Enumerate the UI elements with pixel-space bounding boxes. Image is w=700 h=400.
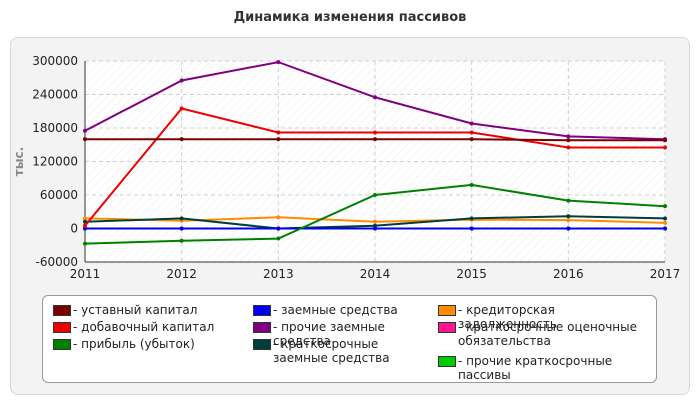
data-point xyxy=(373,223,377,228)
data-point xyxy=(566,218,571,223)
data-point xyxy=(373,226,377,231)
legend-swatch xyxy=(53,305,71,316)
data-point xyxy=(179,137,184,142)
legend-swatch xyxy=(53,339,71,350)
data-point xyxy=(179,216,184,221)
data-point xyxy=(276,226,281,231)
data-point xyxy=(373,95,377,100)
data-point xyxy=(83,241,87,246)
data-point xyxy=(469,226,474,231)
legend-swatch xyxy=(438,356,456,367)
x-tick-label: 2017 xyxy=(650,267,681,281)
x-tick-label: 2011 xyxy=(70,267,101,281)
legend-swatch xyxy=(253,322,271,333)
data-point xyxy=(373,137,377,142)
data-point xyxy=(566,226,571,231)
data-point xyxy=(663,220,667,225)
data-point xyxy=(276,215,281,220)
legend-label: - прочие заемные средства xyxy=(273,320,385,348)
y-tick-label: 300000 xyxy=(32,54,78,68)
data-point xyxy=(276,137,281,142)
legend-item: - прочие заемные средства xyxy=(253,320,433,348)
data-point xyxy=(566,214,571,219)
legend-label: - кредиторская задолженность xyxy=(458,303,557,331)
data-point xyxy=(663,204,667,209)
legend-item: - добавочный капитал xyxy=(53,320,243,334)
legend-item: - краткосрочные оценочные обязательства xyxy=(438,320,648,348)
x-tick-label: 2013 xyxy=(263,267,294,281)
data-point xyxy=(566,198,571,203)
data-point xyxy=(83,226,87,231)
data-point xyxy=(469,182,474,187)
legend-label: - уставный капитал xyxy=(73,303,198,317)
data-point xyxy=(469,216,474,221)
data-point xyxy=(469,137,474,142)
legend-label: - прибыль (убыток) xyxy=(73,337,195,351)
x-tick-label: 2012 xyxy=(166,267,197,281)
legend-swatch xyxy=(438,305,456,316)
x-tick-label: 2014 xyxy=(360,267,391,281)
y-tick-label: 60000 xyxy=(40,188,78,202)
legend-item: - кредиторская задолженность xyxy=(438,303,648,331)
data-point xyxy=(663,216,667,221)
data-point xyxy=(469,121,474,126)
data-point xyxy=(373,193,377,197)
data-point xyxy=(83,128,87,133)
y-tick-label: 180000 xyxy=(32,121,78,135)
legend-swatch xyxy=(253,305,271,316)
legend-label: - краткосрочные оценочные обязательства xyxy=(458,320,637,348)
data-point xyxy=(179,106,184,111)
legend-item: - прибыль (убыток) xyxy=(53,337,243,351)
chart-title: Динамика изменения пассивов xyxy=(233,10,467,25)
data-point xyxy=(373,130,377,135)
legend-item: - уставный капитал xyxy=(53,303,243,317)
legend-label: - прочие краткосрочные пассивы xyxy=(458,354,613,382)
y-tick-label: 120000 xyxy=(32,155,78,169)
data-point xyxy=(276,236,281,241)
y-tick-label: 240000 xyxy=(32,88,78,102)
legend-label: - заемные средства xyxy=(273,303,398,317)
legend-item: - заемные средства xyxy=(253,303,433,317)
legend-label: - добавочный капитал xyxy=(73,320,215,334)
data-point xyxy=(566,134,571,139)
data-point xyxy=(83,216,87,221)
x-tick-label: 2015 xyxy=(456,267,487,281)
legend-swatch xyxy=(438,322,456,333)
data-point xyxy=(83,223,87,228)
data-point xyxy=(83,219,87,224)
data-point xyxy=(566,145,571,150)
data-point xyxy=(663,138,667,143)
data-point xyxy=(83,137,87,142)
data-point xyxy=(373,219,377,224)
data-point xyxy=(276,60,281,65)
y-axis-label: тыс. xyxy=(12,147,26,176)
legend-swatch xyxy=(253,339,271,350)
data-point xyxy=(469,130,474,135)
legend-swatch xyxy=(53,322,71,333)
legend-item: - краткосрочные заемные средства xyxy=(253,337,433,365)
chart-legend: - уставный капитал - добавочный капитал - … xyxy=(42,295,657,383)
legend-item: - прочие краткосрочные пассивы xyxy=(438,354,648,382)
data-point xyxy=(179,226,184,231)
legend-label: - краткосрочные заемные средства xyxy=(273,337,390,365)
data-point xyxy=(663,145,667,150)
y-tick-label: 0 xyxy=(70,222,78,236)
y-tick-label: -60000 xyxy=(35,255,78,269)
data-point xyxy=(566,138,571,143)
data-point xyxy=(663,226,667,231)
data-point xyxy=(276,130,281,135)
data-point xyxy=(179,78,184,83)
data-point xyxy=(179,238,184,243)
x-tick-label: 2016 xyxy=(553,267,584,281)
